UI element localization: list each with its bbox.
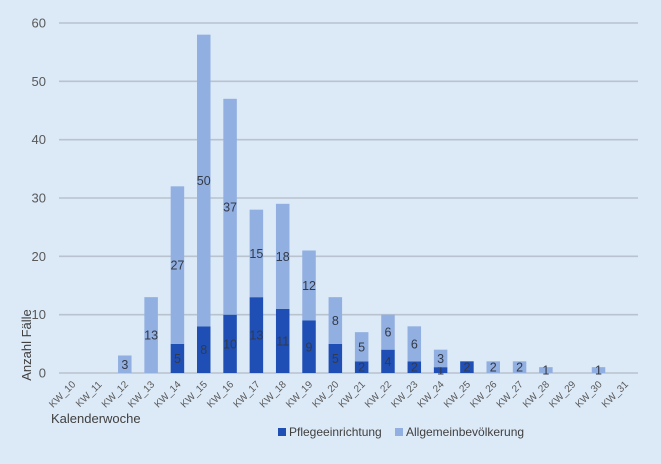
bar-segment-pflegeeinrichtung [197,326,211,373]
bar-segment-pflegeeinrichtung [170,343,185,373]
bar-segment-allgemeinbevoelkerung [223,98,237,315]
data-label: 2 [463,361,470,375]
bar-segment-allgemeinbevoelkerung [486,361,500,373]
bar-segment-pflegeeinrichtung [354,361,369,373]
x-tick-label: KW_10 [47,379,78,410]
x-tick-label: KW_25 [442,379,473,410]
x-tick-label: KW_18 [258,379,289,410]
x-tick-label: KW_22 [363,379,394,410]
bar-segment-allgemeinbevoelkerung [118,355,132,373]
legend-label: Allgemeinbevölkerung [406,425,524,439]
x-tick-label: KW_30 [574,379,605,410]
data-label: 13 [144,329,158,343]
x-tick-label: KW_16 [205,379,236,410]
data-label: 8 [200,343,207,357]
y-tick-label: 20 [32,249,46,264]
data-label: 37 [223,200,237,214]
bar-segment-allgemeinbevoelkerung [512,361,527,373]
bar-segment-pflegeeinrichtung [460,361,474,373]
data-label: 6 [411,337,418,351]
legend: Pflegeeinrichtung Allgemeinbevölkerung [278,425,524,439]
x-tick-label: KW_29 [547,379,578,410]
x-tick-label: KW_28 [521,379,552,410]
bar-segment-allgemeinbevoelkerung [539,367,553,373]
y-tick-label: 10 [32,307,46,322]
legend-label: Pflegeeinrichtung [289,425,382,439]
x-tick-label: KW_14 [153,379,184,410]
data-label: 2 [516,361,523,375]
data-label: 5 [174,352,181,366]
y-tick-label: 30 [32,191,46,206]
data-label: 10 [223,337,237,351]
data-label: 6 [385,326,392,340]
bar-segment-pflegeeinrichtung [249,297,264,373]
legend-swatch [395,428,403,436]
y-tick-label: 60 [32,16,46,31]
data-label: 3 [437,352,444,366]
y-tick-label: 40 [32,132,46,147]
data-label: 11 [276,334,289,348]
x-tick-label: KW_24 [416,379,447,410]
data-label: 3 [121,358,128,372]
bar-segment-pflegeeinrichtung [223,314,237,373]
x-tick-label: KW_21 [337,379,368,410]
bar-segment-allgemeinbevoelkerung [433,349,448,368]
x-tick-label: KW_19 [284,379,315,410]
data-label: 18 [276,250,290,264]
x-tick-label: KW_31 [600,379,631,410]
bar-segment-pflegeeinrichtung [381,349,395,373]
bar-segment-allgemeinbevoelkerung [144,297,158,373]
data-label: 27 [170,259,184,273]
x-tick-label: KW_11 [74,379,105,410]
data-label: 2 [490,361,497,375]
bar-segment-allgemeinbevoelkerung [302,250,316,321]
data-label: 4 [385,355,392,369]
bar-segment-pflegeeinrichtung [302,320,316,373]
y-axis-ticks: 0 10 20 30 40 50 60 [32,16,46,381]
bar-segment-allgemeinbevoelkerung [354,332,369,362]
bar-segment-allgemeinbevoelkerung [170,186,185,344]
data-label: 5 [358,340,365,354]
bar-segment-allgemeinbevoelkerung [249,209,264,298]
x-tick-label: KW_26 [468,379,499,410]
x-tick-label: KW_20 [310,379,341,410]
bar-segment-pflegeeinrichtung [407,361,422,373]
data-label: 1 [542,364,549,378]
data-label: 13 [249,329,263,343]
data-label: 9 [306,340,313,354]
data-label: 2 [358,361,365,375]
bar-segment-allgemeinbevoelkerung [197,34,211,327]
x-axis-title: Kalenderwoche [51,411,141,426]
y-tick-label: 0 [39,366,46,381]
bar-segment-pflegeeinrichtung [433,367,448,373]
legend-swatch [278,428,286,436]
x-tick-label: KW_13 [126,379,157,410]
x-tick-label: KW_12 [100,379,131,410]
bar-segment-allgemeinbevoelkerung [407,326,422,362]
x-tick-label: KW_23 [389,379,420,410]
x-tick-label: KW_17 [232,379,263,410]
x-axis-ticks: KW_10KW_11KW_12KW_13KW_14KW_15KW_16KW_17… [47,379,631,410]
bar-segment-allgemeinbevoelkerung [328,297,343,344]
data-label: 2 [411,361,418,375]
data-label: 5 [332,352,339,366]
x-tick-label: KW_27 [495,379,526,410]
y-tick-label: 50 [32,74,46,89]
x-tick-label: KW_15 [179,379,210,410]
y-axis-title: Anzahl Fälle [19,309,34,381]
data-label: 50 [197,174,211,188]
data-label: 15 [249,247,263,261]
bar-segment-allgemeinbevoelkerung [591,367,606,373]
bar-segment-pflegeeinrichtung [275,308,290,373]
bar-segment-allgemeinbevoelkerung [381,314,395,350]
bar-segment-allgemeinbevoelkerung [275,203,290,309]
data-label: 1 [595,364,602,378]
data-label: 1 [437,364,444,378]
data-label: 8 [332,314,339,328]
bar-segment-pflegeeinrichtung [328,343,343,373]
data-label: 12 [302,279,316,293]
